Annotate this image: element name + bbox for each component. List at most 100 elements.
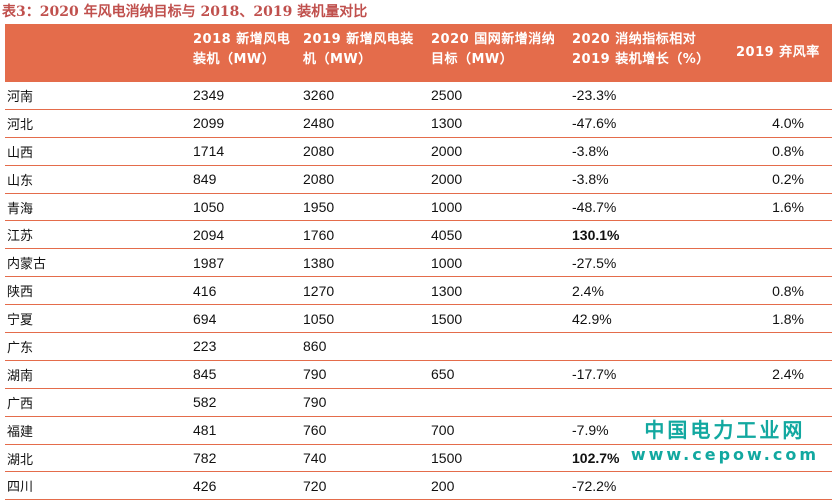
value-cell: 102.7% (566, 444, 730, 473)
value-cell: -3.8% (566, 137, 730, 166)
value-cell (566, 332, 730, 361)
table-row: 陕西 416 1270 1300 2.4% 0.8% (5, 276, 832, 306)
value-cell (730, 388, 832, 417)
value-cell: 2000 (425, 165, 566, 194)
province-cell: 山东 (5, 165, 187, 194)
value-cell (425, 332, 566, 361)
value-cell: 1000 (425, 193, 566, 222)
value-cell: 860 (297, 332, 425, 361)
province-cell: 广西 (5, 388, 187, 417)
table-row: 广东 223 860 (5, 332, 832, 361)
value-cell: 1050 (297, 304, 425, 334)
watermark-name: 中国电力工业网 (644, 418, 806, 442)
value-cell: 1987 (187, 248, 297, 278)
value-cell: 1760 (297, 220, 425, 250)
header-cell: 2020 国网新增消纳目标（MW） (425, 24, 566, 82)
value-cell: 650 (425, 360, 566, 389)
value-cell: 1.8% (730, 304, 832, 334)
header-cell: 2020 消纳指标相对 2019 装机增长（%） (566, 24, 730, 82)
value-cell (730, 332, 832, 361)
table-row: 山西 1714 2080 2000 -3.8% 0.8% (5, 137, 832, 166)
value-cell: 849 (187, 165, 297, 194)
table-row: 湖南 845 790 650 -17.7% 2.4% (5, 360, 832, 389)
table-row: 湖北 782 740 1500 102.7% (5, 444, 832, 473)
value-cell: -3.8% (566, 165, 730, 194)
table-title: 表3：2020 年风电消纳目标与 2018、2019 装机量对比 (2, 4, 368, 20)
value-cell: 2500 (425, 82, 566, 110)
province-cell: 四川 (5, 471, 187, 500)
value-cell (425, 388, 566, 417)
table-row: 福建 481 760 700 -7.9% (5, 416, 832, 445)
value-cell: 1000 (425, 248, 566, 278)
table-row: 四川 426 720 200 -72.2% (5, 471, 832, 500)
value-cell (730, 220, 832, 250)
table-row: 河南 2349 3260 2500 -23.3% (5, 82, 832, 110)
value-cell: 1500 (425, 304, 566, 334)
province-cell: 陕西 (5, 276, 187, 306)
value-cell: 1714 (187, 137, 297, 166)
header-row: 2018 新增风电装机（MW） 2019 新增风电装机（MW） 2020 国网新… (5, 24, 832, 82)
province-cell: 福建 (5, 416, 187, 445)
province-cell: 青海 (5, 193, 187, 222)
value-cell: -72.2% (566, 471, 730, 500)
value-cell: 2.4% (730, 360, 832, 389)
province-cell: 内蒙古 (5, 248, 187, 278)
value-cell: 1270 (297, 276, 425, 306)
province-cell: 山西 (5, 137, 187, 166)
value-cell: -47.6% (566, 109, 730, 138)
value-cell (730, 248, 832, 278)
header-cell: 2019 新增风电装机（MW） (297, 24, 425, 82)
value-cell (566, 388, 730, 417)
value-cell: 2080 (297, 137, 425, 166)
value-cell: 2480 (297, 109, 425, 138)
value-cell: 700 (425, 416, 566, 445)
value-cell: 1050 (187, 193, 297, 222)
value-cell: 200 (425, 471, 566, 500)
table-row: 广西 582 790 (5, 388, 832, 417)
value-cell: 1950 (297, 193, 425, 222)
province-cell: 湖北 (5, 444, 187, 473)
value-cell (730, 471, 832, 500)
value-cell: 1300 (425, 109, 566, 138)
value-cell: 2000 (425, 137, 566, 166)
province-cell: 河北 (5, 109, 187, 138)
value-cell: 1380 (297, 248, 425, 278)
value-cell: 845 (187, 360, 297, 389)
value-cell: 1.6% (730, 193, 832, 222)
value-cell: 42.9% (566, 304, 730, 334)
table-row: 江苏 2094 1760 4050 130.1% (5, 220, 832, 250)
value-cell (730, 416, 832, 445)
value-cell: 2349 (187, 82, 297, 110)
watermark-logo: 中国电力工业网 www.cepow.com (631, 414, 819, 464)
value-cell: 2099 (187, 109, 297, 138)
table-row: 河北 2099 2480 1300 -47.6% 4.0% (5, 109, 832, 138)
value-cell: 130.1% (566, 220, 730, 250)
value-cell: 416 (187, 276, 297, 306)
value-cell: -27.5% (566, 248, 730, 278)
province-cell: 广东 (5, 332, 187, 361)
value-cell: 740 (297, 444, 425, 473)
value-cell (730, 444, 832, 473)
province-cell: 江苏 (5, 220, 187, 250)
table-row: 宁夏 694 1050 1500 42.9% 1.8% (5, 304, 832, 334)
province-cell: 湖南 (5, 360, 187, 389)
value-cell: 223 (187, 332, 297, 361)
value-cell: 720 (297, 471, 425, 500)
province-cell: 宁夏 (5, 304, 187, 334)
header-cell: 2018 新增风电装机（MW） (187, 24, 297, 82)
value-cell: 2094 (187, 220, 297, 250)
value-cell: 0.2% (730, 165, 832, 194)
value-cell: -7.9% (566, 416, 730, 445)
value-cell: 760 (297, 416, 425, 445)
value-cell: 582 (187, 388, 297, 417)
value-cell: 1300 (425, 276, 566, 306)
value-cell: 694 (187, 304, 297, 334)
value-cell: 2.4% (566, 276, 730, 306)
value-cell: 1500 (425, 444, 566, 473)
header-cell (5, 24, 187, 82)
table-row: 内蒙古 1987 1380 1000 -27.5% (5, 248, 832, 278)
value-cell: 0.8% (730, 137, 832, 166)
watermark-url: www.cepow.com (630, 445, 819, 464)
value-cell: 4050 (425, 220, 566, 250)
value-cell: 790 (297, 360, 425, 389)
